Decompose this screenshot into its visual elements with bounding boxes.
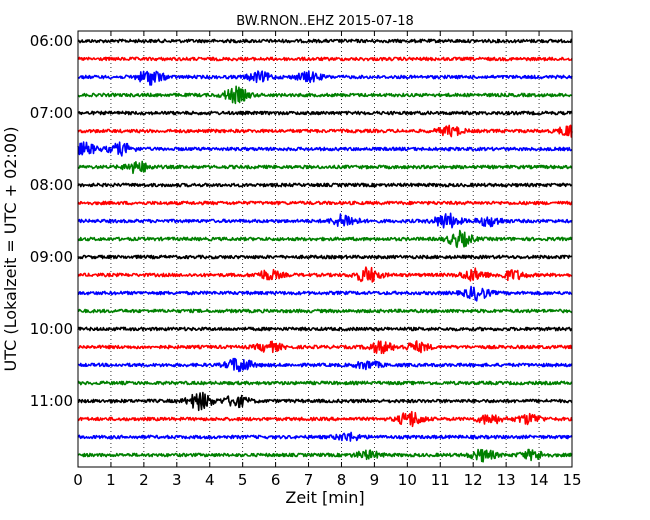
x-tick-label: 1 xyxy=(106,471,116,489)
x-tick-label: 15 xyxy=(562,471,581,489)
x-tick-label: 9 xyxy=(370,471,380,489)
x-tick-label: 12 xyxy=(464,471,483,489)
y-tick-label: 07:00 xyxy=(30,104,73,122)
y-axis-label: UTC (Lokalzeit = UTC + 02:00) xyxy=(1,127,20,372)
trace-1045 xyxy=(77,380,573,386)
trace-0600 xyxy=(77,38,573,44)
x-tick-label: 10 xyxy=(398,471,417,489)
trace-0915 xyxy=(77,266,573,283)
x-tick-label: 2 xyxy=(139,471,149,489)
trace-0930 xyxy=(77,285,573,302)
y-tick-label: 06:00 xyxy=(30,32,73,50)
chart-title: BW.RNON..EHZ 2015-07-18 xyxy=(236,14,414,29)
trace-0745 xyxy=(77,160,573,175)
x-tick-label: 0 xyxy=(73,471,83,489)
y-tick-label: 09:00 xyxy=(30,248,73,266)
trace-0900 xyxy=(77,254,573,260)
tick-group: 0 1 2 3 4 5 6 7 8 9 10 11 12 13 14 1506:0007:0008:0009:… xyxy=(30,31,582,489)
x-tick-label: 6 xyxy=(271,471,281,489)
x-tick-label: 5 xyxy=(238,471,248,489)
y-tick-label: 08:00 xyxy=(30,176,73,194)
x-tick-label: 11 xyxy=(431,471,450,489)
trace-1030 xyxy=(77,357,573,373)
trace-0730 xyxy=(77,141,573,157)
y-tick-label: 10:00 xyxy=(30,320,73,338)
trace-0845 xyxy=(77,229,573,249)
trace-group xyxy=(77,38,573,463)
trace-0715 xyxy=(77,124,573,138)
trace-0630 xyxy=(77,70,573,86)
x-axis-label: Zeit [min] xyxy=(285,488,364,507)
y-tick-label: 11:00 xyxy=(30,392,73,410)
trace-1115 xyxy=(77,410,573,428)
grid-lines xyxy=(110,31,540,467)
x-tick-label: 8 xyxy=(337,471,347,489)
plot-frame xyxy=(77,30,573,468)
trace-0615 xyxy=(77,56,573,62)
trace-1100 xyxy=(77,391,573,412)
trace-0800 xyxy=(77,182,573,188)
x-tick-label: 7 xyxy=(304,471,314,489)
trace-0645 xyxy=(77,85,573,105)
trace-1015 xyxy=(77,340,573,355)
trace-1130 xyxy=(77,431,573,442)
x-tick-label: 4 xyxy=(205,471,215,489)
trace-0815 xyxy=(77,200,573,206)
trace-0700 xyxy=(77,110,573,116)
trace-1145 xyxy=(77,448,573,463)
trace-0945 xyxy=(77,308,573,314)
trace-0830 xyxy=(77,212,573,229)
x-tick-label: 13 xyxy=(497,471,516,489)
x-tick-label: 3 xyxy=(172,471,182,489)
trace-1000 xyxy=(77,326,573,332)
x-tick-label: 14 xyxy=(530,471,549,489)
